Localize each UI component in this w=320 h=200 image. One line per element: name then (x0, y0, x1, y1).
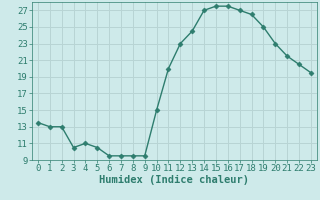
X-axis label: Humidex (Indice chaleur): Humidex (Indice chaleur) (100, 175, 249, 185)
